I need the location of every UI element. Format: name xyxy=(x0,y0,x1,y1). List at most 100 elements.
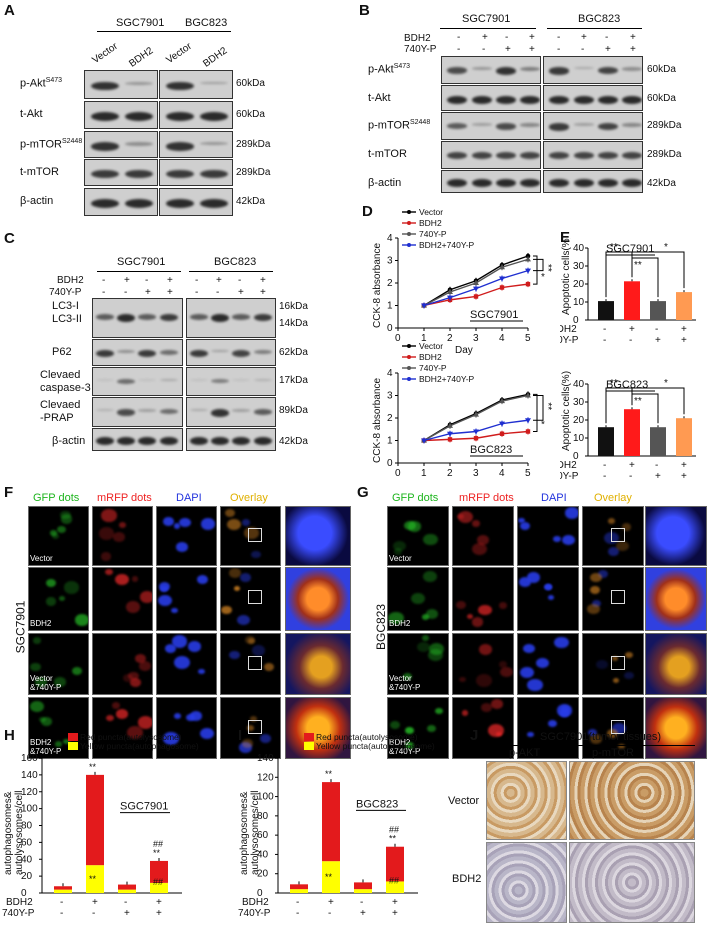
f-cell xyxy=(74,614,88,626)
a-blot-sgc7901-3 xyxy=(84,159,158,186)
sig-mark: * xyxy=(664,242,668,253)
c-band xyxy=(211,378,229,383)
bar xyxy=(624,281,640,320)
f-cell xyxy=(190,711,203,721)
g-cell xyxy=(466,613,473,619)
g-image-r0-c0 xyxy=(387,506,449,566)
f-cell xyxy=(128,671,140,681)
g-cell xyxy=(564,507,578,520)
panel-label-b: B xyxy=(359,2,370,19)
g-col-mrfp: mRFP dots xyxy=(459,492,514,504)
data-point xyxy=(421,438,427,444)
bar xyxy=(676,418,692,456)
g-cell xyxy=(519,577,531,587)
c-sign2-2: + xyxy=(145,287,151,298)
legend-label: Vector xyxy=(419,341,443,351)
g-cell xyxy=(393,547,403,555)
b-band xyxy=(574,95,594,104)
b-band xyxy=(622,179,642,188)
b-band xyxy=(549,67,569,75)
b-band xyxy=(520,152,540,160)
g-image-r1-c2 xyxy=(517,567,579,631)
stack-chart: Red puncta(autolysosome)Yellow puncta(au… xyxy=(2,732,199,919)
sign: + xyxy=(392,897,398,908)
sig-bracket xyxy=(632,387,685,415)
f-cell xyxy=(112,532,126,543)
y-tick-label: 40 xyxy=(257,849,269,860)
c-band xyxy=(96,314,114,320)
y-tick-label: 80 xyxy=(257,811,269,822)
g-cell xyxy=(559,709,569,717)
a-blot-sgc7901-1 xyxy=(84,101,158,129)
g-side-label: BGC823 xyxy=(374,603,389,651)
g-cell xyxy=(461,710,468,716)
sign: + xyxy=(360,908,366,919)
f-cell xyxy=(163,732,179,745)
b-row-label-3: t-mTOR xyxy=(368,148,407,160)
c-band xyxy=(232,437,250,446)
g-cell xyxy=(457,511,473,524)
b-row-label-4: β-actin xyxy=(368,177,402,189)
x-tick-label: 0 xyxy=(395,333,401,344)
legend-label: Vector xyxy=(419,208,443,217)
sig-bracket xyxy=(605,251,633,298)
a-blot-bgc823-0 xyxy=(159,70,233,99)
g-image-r3-c1 xyxy=(452,697,514,759)
annot: ## xyxy=(153,877,163,887)
a-mw-4: 42kDa xyxy=(236,196,265,207)
b-band xyxy=(598,95,618,104)
y-tick-label: 2 xyxy=(387,413,393,424)
data-point xyxy=(525,256,531,262)
f-image-r0-c0 xyxy=(28,506,89,566)
j-tissue-bdh2-pmtor xyxy=(569,842,695,923)
b-band xyxy=(574,152,594,160)
b-mw-4: 42kDa xyxy=(647,178,676,189)
g-cell xyxy=(562,534,575,545)
c-band xyxy=(211,314,229,323)
j-tissue-vector-pakt xyxy=(486,761,567,840)
g-cell xyxy=(421,634,429,641)
legend-label: Yellow puncta(autophagosome) xyxy=(80,741,199,751)
f-zoom-box xyxy=(248,590,263,605)
c-sign1-6: - xyxy=(238,275,242,286)
b-row-label-1: t-Akt xyxy=(368,92,391,104)
f-cell xyxy=(32,637,41,644)
g-cell xyxy=(500,666,513,677)
y-tick-label: 3 xyxy=(387,256,393,267)
chart-title: BGC823 xyxy=(606,379,648,391)
data-point xyxy=(525,268,531,274)
c-sign1-4: - xyxy=(195,275,199,286)
x-tick-label: 4 xyxy=(499,333,505,344)
sign: - xyxy=(603,471,606,482)
sign: - xyxy=(296,908,299,919)
f-cell xyxy=(160,585,169,593)
b-sign1-0: - xyxy=(457,32,461,43)
bar-yellow xyxy=(86,865,104,893)
b-band xyxy=(622,95,642,104)
g-zoom-box xyxy=(610,590,625,605)
f-cell xyxy=(164,643,177,653)
c-sign1-2: - xyxy=(145,275,149,286)
j-row-bdh2: BDH2 xyxy=(452,873,482,885)
g-cell xyxy=(588,729,597,737)
f-cell xyxy=(39,716,46,722)
y-tick-label: 80 xyxy=(21,821,33,832)
g-cell xyxy=(417,641,431,653)
sig-bracket xyxy=(533,258,544,272)
c-blot-sgc7901-0 xyxy=(92,298,183,338)
x-axis-label: Day xyxy=(455,345,473,356)
f-cell xyxy=(238,742,253,754)
j-col-pmtor: p-mTOR xyxy=(592,747,634,759)
c-group-line-2 xyxy=(189,271,273,272)
data-point xyxy=(447,431,453,437)
c-band xyxy=(190,378,208,381)
g-image-r3-c3 xyxy=(582,697,644,759)
c-blot-bgc823-0 xyxy=(186,298,276,338)
g-cell xyxy=(476,673,492,687)
annot: ** xyxy=(89,762,97,772)
f-cell xyxy=(132,576,139,582)
g-cell xyxy=(405,742,414,750)
b-band xyxy=(447,67,467,74)
f-image-r0-c3 xyxy=(220,506,281,566)
g-cell xyxy=(495,731,502,737)
